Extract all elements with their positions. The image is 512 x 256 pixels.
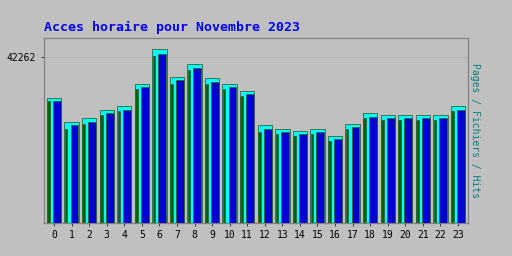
Bar bbox=[328, 136, 342, 223]
Bar bbox=[275, 134, 278, 223]
Bar bbox=[152, 49, 166, 223]
Bar bbox=[246, 94, 254, 223]
Bar bbox=[398, 120, 401, 223]
Bar bbox=[105, 113, 114, 223]
Bar bbox=[187, 65, 202, 223]
Bar bbox=[439, 118, 447, 223]
Bar bbox=[416, 120, 419, 223]
Bar bbox=[135, 84, 149, 223]
Bar bbox=[451, 111, 454, 223]
Bar bbox=[457, 110, 465, 223]
Bar bbox=[352, 127, 359, 223]
Bar bbox=[316, 132, 324, 223]
Bar bbox=[205, 84, 208, 223]
Bar bbox=[99, 110, 114, 223]
Bar bbox=[241, 96, 243, 223]
Bar bbox=[240, 91, 254, 223]
Bar bbox=[328, 141, 331, 223]
Bar bbox=[387, 118, 395, 223]
Bar bbox=[334, 139, 342, 223]
Bar bbox=[346, 124, 360, 223]
Bar bbox=[170, 84, 173, 223]
Bar bbox=[47, 98, 61, 223]
Bar bbox=[299, 134, 307, 223]
Bar bbox=[451, 106, 465, 223]
Bar bbox=[158, 54, 166, 223]
Bar bbox=[211, 82, 219, 223]
Bar bbox=[310, 129, 325, 223]
Bar bbox=[141, 87, 148, 223]
Bar bbox=[118, 111, 120, 223]
Bar bbox=[434, 120, 436, 223]
Bar bbox=[228, 87, 237, 223]
Bar bbox=[117, 106, 132, 223]
Bar bbox=[222, 84, 237, 223]
Bar bbox=[380, 115, 395, 223]
Bar bbox=[293, 136, 296, 223]
Bar bbox=[281, 132, 289, 223]
Bar bbox=[364, 118, 366, 223]
Bar bbox=[422, 118, 430, 223]
Bar bbox=[346, 129, 348, 223]
Bar bbox=[170, 77, 184, 223]
Bar bbox=[65, 129, 68, 223]
Bar bbox=[88, 122, 96, 223]
Bar bbox=[176, 80, 184, 223]
Bar bbox=[404, 118, 412, 223]
Bar bbox=[311, 134, 313, 223]
Y-axis label: Pages / Fichiers / Hits: Pages / Fichiers / Hits bbox=[470, 63, 480, 198]
Bar bbox=[381, 120, 383, 223]
Bar bbox=[65, 122, 79, 223]
Bar bbox=[416, 115, 430, 223]
Bar bbox=[47, 101, 50, 223]
Bar bbox=[153, 56, 155, 223]
Bar bbox=[71, 125, 78, 223]
Bar bbox=[100, 115, 102, 223]
Bar bbox=[205, 78, 219, 223]
Text: Acces horaire pour Novembre 2023: Acces horaire pour Novembre 2023 bbox=[44, 22, 300, 35]
Bar bbox=[223, 89, 225, 223]
Bar bbox=[135, 89, 138, 223]
Bar bbox=[258, 125, 272, 223]
Bar bbox=[82, 124, 85, 223]
Bar bbox=[82, 118, 96, 223]
Bar bbox=[258, 132, 261, 223]
Bar bbox=[188, 70, 190, 223]
Bar bbox=[433, 115, 447, 223]
Bar bbox=[53, 101, 61, 223]
Bar bbox=[123, 110, 131, 223]
Bar bbox=[398, 115, 413, 223]
Bar bbox=[264, 129, 272, 223]
Bar bbox=[194, 68, 201, 223]
Bar bbox=[369, 117, 377, 223]
Bar bbox=[363, 113, 377, 223]
Bar bbox=[275, 129, 290, 223]
Bar bbox=[293, 131, 307, 223]
